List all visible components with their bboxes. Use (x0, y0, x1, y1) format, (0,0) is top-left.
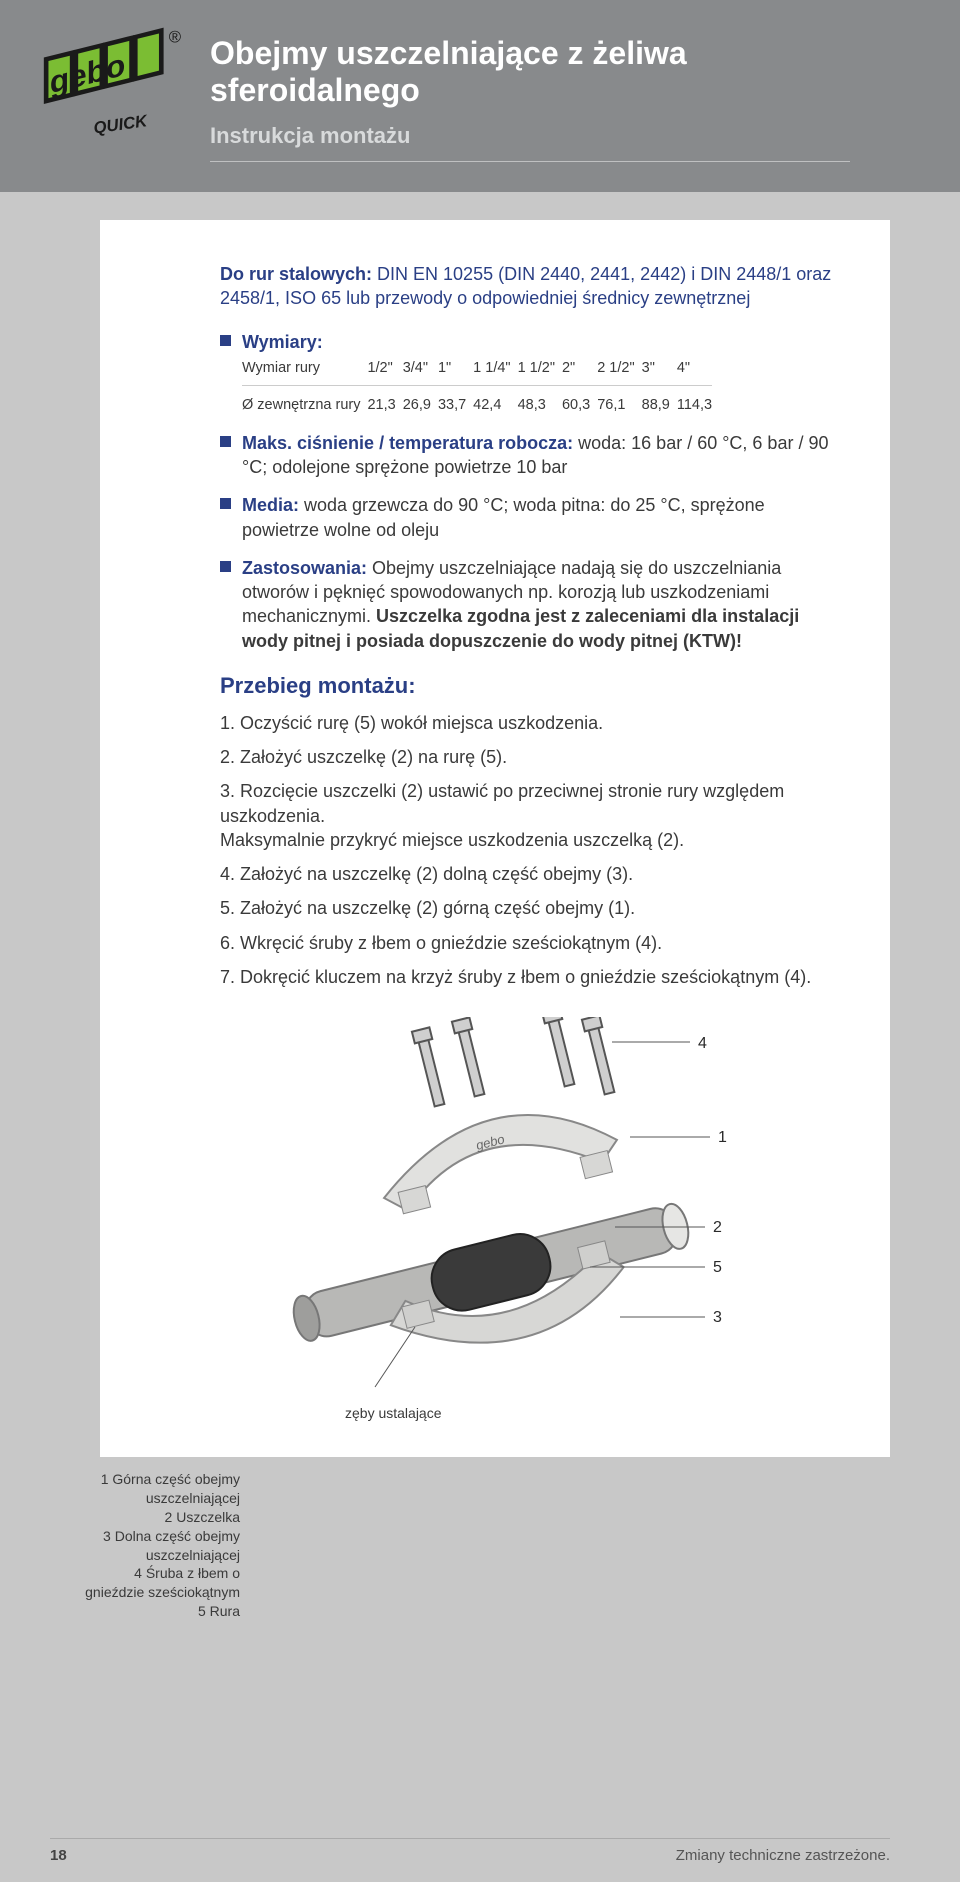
step-5: 5. Założyć na uszczelkę (2) górną część … (220, 896, 840, 920)
page-root: gebo ® QUICK Obejmy uszczelniające z żel… (0, 0, 960, 1882)
assembly-diagram: gebo 4 1 2 5 3 (220, 1017, 840, 1417)
legend-item: 1 Górna część obejmy uszczelniającej (75, 1470, 240, 1508)
page-footer: 18 Zmiany techniczne zastrzeżone. (50, 1838, 890, 1864)
content-card: Do rur stalowych: DIN EN 10255 (DIN 2440… (100, 220, 890, 1458)
brand-logo: gebo ® QUICK (38, 24, 188, 154)
diagram-caption: zęby ustalające (345, 1404, 442, 1423)
callout-3: 3 (713, 1307, 722, 1329)
row-label-0: Wymiar rury (242, 358, 367, 380)
row-label-1: Ø zewnętrzna rury (242, 395, 367, 417)
footer-note: Zmiany techniczne zastrzeżone. (676, 1847, 890, 1864)
clamp-diagram-svg: gebo (220, 1017, 780, 1417)
step-1: 1. Oczyścić rurę (5) wokół miejsca uszko… (220, 711, 840, 735)
steps-heading: Przebieg montażu: (220, 671, 840, 701)
table-row: Wymiar rury 1/2" 3/4" 1" 1 1/4" 1 1/2" 2… (242, 358, 719, 380)
title-line1: Obejmy uszczelniające z żeliwa (210, 35, 687, 71)
page-subtitle: Instrukcja montażu (210, 123, 850, 162)
step-7: 7. Dokręcić kluczem na krzyż śruby z łbe… (220, 965, 840, 989)
bullet-head-1: Maks. ciśnienie / temperatura robocza: (242, 433, 573, 453)
step-3: 3. Rozcięcie uszczelki (2) ustawić po pr… (220, 779, 840, 852)
bullet-pressure: Maks. ciśnienie / temperatura robocza: w… (220, 431, 840, 480)
legend-item: 2 Uszczelka (75, 1508, 240, 1527)
page-title: Obejmy uszczelniające z żeliwa sferoidal… (210, 35, 900, 109)
callout-5: 5 (713, 1257, 722, 1279)
step-4: 4. Założyć na uszczelkę (2) dolną część … (220, 862, 840, 886)
diagram-legend: 1 Górna część obejmy uszczelniającej 2 U… (75, 1470, 240, 1621)
bullet-head-2: Media: (242, 495, 299, 515)
intro-paragraph: Do rur stalowych: DIN EN 10255 (DIN 2440… (220, 262, 840, 311)
legend-item: 5 Rura (75, 1602, 240, 1621)
table-row: Ø zewnętrzna rury 21,3 26,9 33,7 42,4 48… (242, 395, 719, 417)
bullet-head-0: Wymiary: (242, 332, 323, 352)
callout-2: 2 (713, 1217, 722, 1239)
callout-1: 1 (718, 1127, 727, 1149)
step-2: 2. Założyć uszczelkę (2) na rurę (5). (220, 745, 840, 769)
gebo-logo-svg: gebo ® QUICK (38, 24, 188, 154)
dimensions-table: Wymiar rury 1/2" 3/4" 1" 1 1/4" 1 1/2" 2… (242, 358, 719, 416)
callout-4: 4 (698, 1033, 707, 1055)
legend-item: 4 Śruba z łbem o gnieździe sześciokątnym (75, 1564, 240, 1602)
registered-icon: ® (169, 28, 182, 47)
bullet-head-3: Zastosowania: (242, 558, 367, 578)
header-band: gebo ® QUICK Obejmy uszczelniające z żel… (0, 0, 960, 192)
bullet-media: Media: woda grzewcza do 90 °C; woda pitn… (220, 493, 840, 542)
title-line2: sferoidalnego (210, 72, 420, 108)
bullet-wymiary: Wymiary: Wymiar rury 1/2" 3/4" 1" 1 1/4"… (220, 330, 840, 416)
svg-text:QUICK: QUICK (92, 111, 150, 138)
step-6: 6. Wkręcić śruby z łbem o gnieździe sześ… (220, 931, 840, 955)
page-number: 18 (50, 1847, 67, 1864)
bullet-body-2: woda grzewcza do 90 °C; woda pitna: do 2… (242, 495, 765, 539)
intro-lead-bold: Do rur stalowych: (220, 264, 372, 284)
legend-item: 3 Dolna część obejmy uszczelniającej (75, 1527, 240, 1565)
bullet-application: Zastosowania: Obejmy uszczelniające nada… (220, 556, 840, 653)
